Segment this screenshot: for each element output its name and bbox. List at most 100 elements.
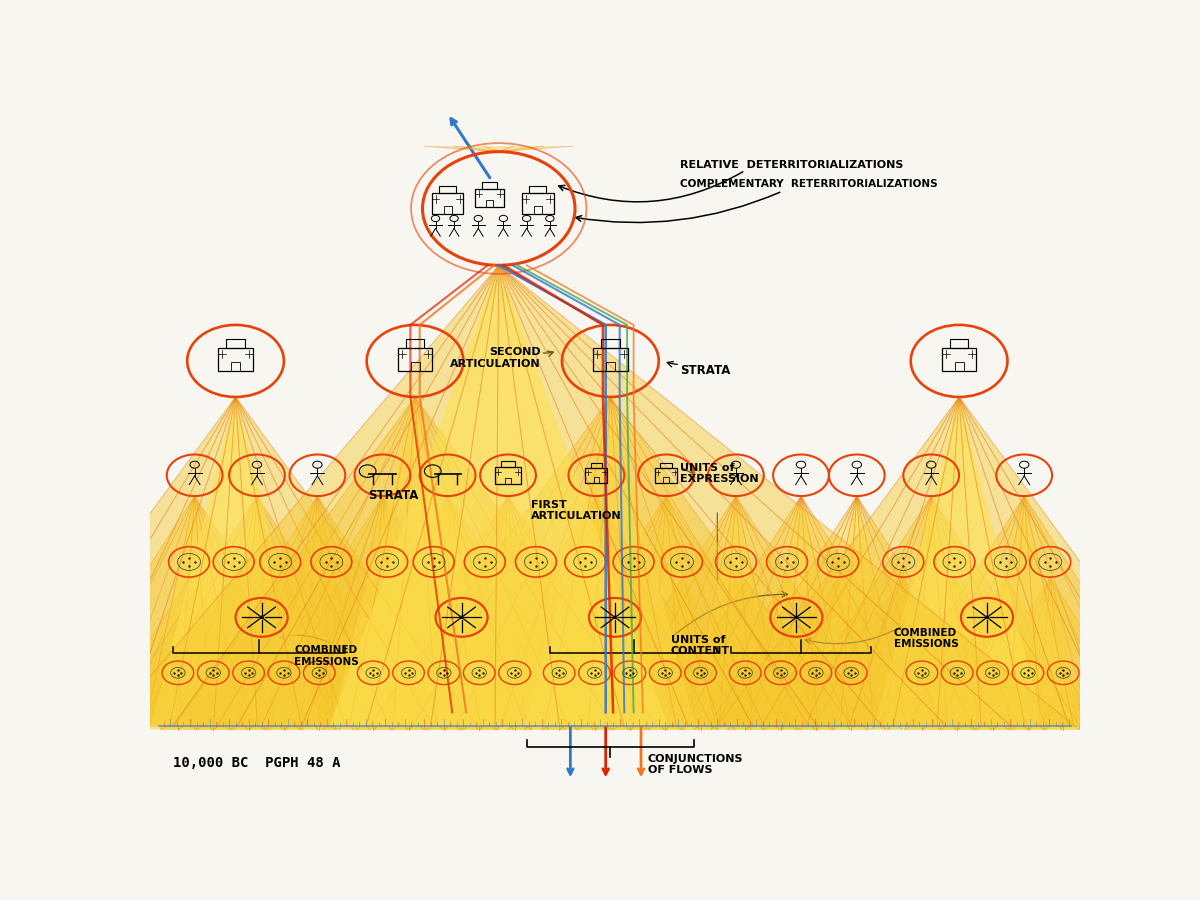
Polygon shape [268,685,371,730]
Bar [522,194,553,214]
Bar [664,477,670,482]
Bar [529,185,546,193]
Polygon shape [350,637,574,726]
Polygon shape [422,637,500,726]
Polygon shape [708,496,1006,726]
Bar [954,362,964,371]
Bar [475,188,504,207]
Bar [942,347,977,371]
Polygon shape [265,496,370,726]
Polygon shape [391,577,578,726]
Polygon shape [880,496,983,726]
Circle shape [985,616,989,619]
Polygon shape [942,685,1044,730]
Polygon shape [196,685,232,730]
Bar [505,478,511,484]
Polygon shape [504,637,727,726]
Polygon shape [647,685,683,730]
Polygon shape [341,577,527,726]
Polygon shape [401,577,466,726]
Polygon shape [140,577,326,726]
Polygon shape [577,685,612,730]
Polygon shape [330,496,434,726]
Bar [227,339,245,347]
Polygon shape [46,496,343,726]
Polygon shape [876,637,1099,726]
Polygon shape [108,496,406,726]
Polygon shape [904,685,940,730]
Polygon shape [749,496,853,726]
Polygon shape [355,577,420,726]
Text: CONJUNCTIONS
OF FLOWS: CONJUNCTIONS OF FLOWS [648,754,743,776]
Polygon shape [833,685,869,730]
Polygon shape [730,685,832,730]
Polygon shape [614,685,716,730]
Polygon shape [578,685,682,730]
Bar [601,339,619,347]
Polygon shape [150,637,373,726]
Polygon shape [425,146,574,152]
Polygon shape [974,685,1010,730]
Polygon shape [805,577,871,726]
Polygon shape [517,496,815,726]
Polygon shape [448,496,745,726]
Polygon shape [222,637,301,726]
Polygon shape [906,685,1008,730]
Text: UNITS of
CONTENT: UNITS of CONTENT [671,634,730,656]
Polygon shape [391,685,426,730]
Text: 10,000 BC  PGPH 48 A: 10,000 BC PGPH 48 A [173,756,341,770]
Polygon shape [703,577,768,726]
Polygon shape [428,685,530,730]
Polygon shape [0,397,478,726]
Polygon shape [810,577,996,726]
Polygon shape [330,397,499,726]
Polygon shape [151,397,320,726]
Polygon shape [456,496,560,726]
Polygon shape [173,397,656,726]
Bar [232,362,240,371]
Circle shape [794,616,799,619]
Text: RELATIVE  DETERRITORIALIZATIONS: RELATIVE DETERRITORIALIZATIONS [680,160,904,170]
Polygon shape [239,577,425,726]
Polygon shape [649,577,714,726]
Text: COMBINED
EMISSIONS: COMBINED EMISSIONS [294,645,359,667]
Polygon shape [233,685,335,730]
Polygon shape [187,577,373,726]
Polygon shape [452,577,517,726]
Bar [218,347,253,371]
Polygon shape [764,685,868,730]
Polygon shape [544,685,646,730]
Polygon shape [504,577,569,726]
Polygon shape [443,577,629,726]
Text: STRATA: STRATA [368,490,419,502]
Bar [590,463,602,468]
Polygon shape [355,685,391,730]
Polygon shape [948,637,1026,726]
Polygon shape [463,685,565,730]
Polygon shape [576,637,654,726]
Polygon shape [368,397,852,726]
Polygon shape [589,577,775,726]
Polygon shape [1018,577,1082,726]
Polygon shape [205,496,310,726]
Polygon shape [156,577,222,726]
Circle shape [259,616,264,619]
Polygon shape [972,496,1076,726]
Polygon shape [694,577,880,726]
Polygon shape [202,577,266,726]
Polygon shape [266,685,302,730]
Polygon shape [875,397,1044,726]
Polygon shape [143,496,247,726]
Polygon shape [426,685,462,730]
Polygon shape [359,496,656,726]
Text: COMPLEMENTARY  RETERRITORIALIZATIONS: COMPLEMENTARY RETERRITORIALIZATIONS [680,179,937,189]
Polygon shape [301,685,337,730]
Bar [502,461,515,467]
Polygon shape [247,577,313,726]
Polygon shape [526,397,695,726]
Bar [486,201,493,207]
Polygon shape [683,685,719,730]
Polygon shape [541,577,727,726]
Polygon shape [922,577,986,726]
Polygon shape [643,577,829,726]
